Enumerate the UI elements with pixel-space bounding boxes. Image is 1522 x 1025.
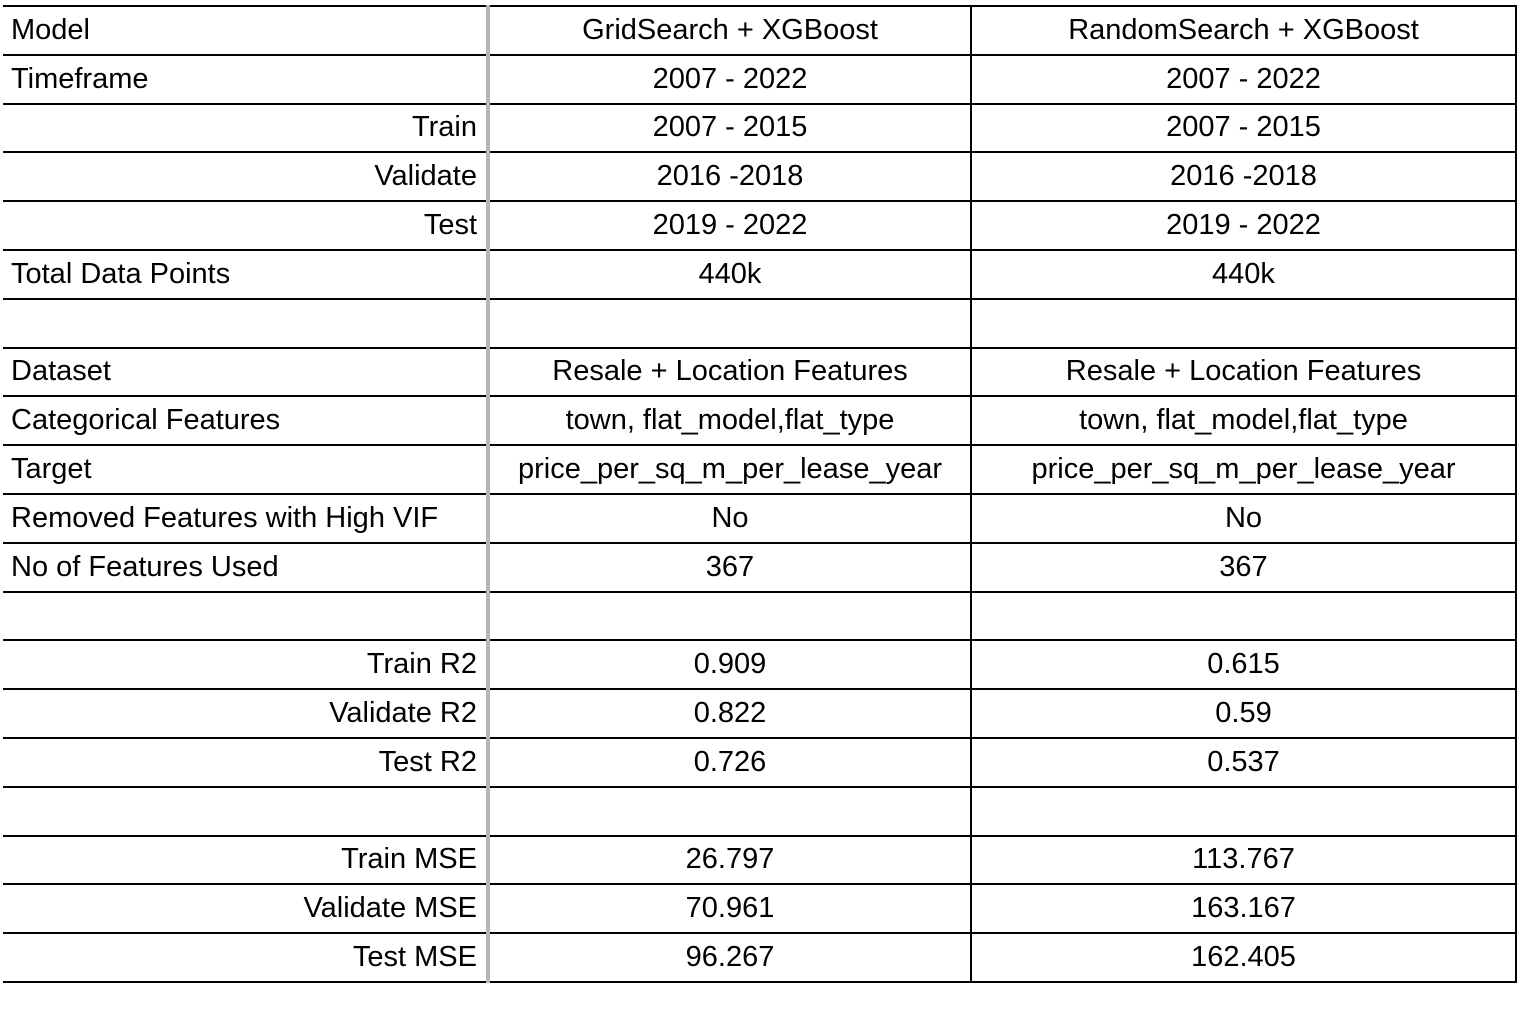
table-row-validate-mse: Validate MSE 70.961 163.167 [3,883,1517,935]
row-label-cell[interactable]: Model [3,5,490,56]
row-label-cell[interactable]: Timeframe [3,53,490,105]
row-label-cell[interactable]: Removed Features with High VIF [3,492,490,544]
randomsearch-value-cell[interactable]: 0.615 [971,639,1517,691]
table-row-validate-r2: Validate R2 0.822 0.59 [3,688,1517,739]
randomsearch-value-cell[interactable]: 163.167 [971,883,1517,935]
randomsearch-value-cell[interactable]: No [971,492,1517,544]
gridsearch-value-cell[interactable] [487,785,972,837]
randomsearch-value-cell[interactable]: 2007 - 2015 [971,102,1517,154]
gridsearch-value-cell[interactable]: 440k [487,248,972,300]
row-label-cell[interactable]: No of Features Used [3,541,490,593]
table-row-spacer [3,590,1517,642]
gridsearch-value-cell[interactable]: 0.822 [487,688,972,739]
randomsearch-value-cell[interactable] [971,297,1517,349]
row-label-cell[interactable]: Validate [3,151,490,203]
randomsearch-value-cell[interactable]: price_per_sq_m_per_lease_year [971,444,1517,495]
row-label-cell[interactable]: Train R2 [3,639,490,691]
gridsearch-value-cell[interactable]: 0.909 [487,639,972,691]
row-label-cell[interactable] [3,590,490,642]
randomsearch-value-cell[interactable]: Resale + Location Features [971,346,1517,398]
gridsearch-value-cell[interactable]: price_per_sq_m_per_lease_year [487,444,972,495]
gridsearch-value-cell[interactable]: Resale + Location Features [487,346,972,398]
gridsearch-value-cell[interactable]: 2007 - 2015 [487,102,972,154]
gridsearch-value-cell[interactable]: 2016 -2018 [487,151,972,203]
table-row-no-of-features-used: No of Features Used 367 367 [3,541,1517,593]
randomsearch-value-cell[interactable]: 0.537 [971,736,1517,788]
randomsearch-value-cell[interactable]: 440k [971,248,1517,300]
randomsearch-value-cell[interactable] [971,785,1517,837]
gridsearch-value-cell[interactable]: town, flat_model,flat_type [487,395,972,447]
gridsearch-value-cell[interactable]: No [487,492,972,544]
table-row-spacer [3,785,1517,837]
gridsearch-value-cell[interactable]: 2007 - 2022 [487,53,972,105]
gridsearch-value-cell[interactable]: 2019 - 2022 [487,200,972,251]
randomsearch-value-cell[interactable]: 367 [971,541,1517,593]
randomsearch-value-cell[interactable]: 113.767 [971,834,1517,886]
gridsearch-value-cell[interactable]: 70.961 [487,883,972,935]
table-row-model: Model GridSearch + XGBoost RandomSearch + … [3,5,1517,56]
table-row-test: Test 2019 - 2022 2019 - 2022 [3,200,1517,251]
table-row-spacer [3,297,1517,349]
gridsearch-value-cell[interactable]: 96.267 [487,932,972,983]
table-row-test-r2: Test R2 0.726 0.537 [3,736,1517,788]
table-row-removed-features-with-high-vif: Removed Features with High VIF No No [3,492,1517,544]
row-label-cell[interactable] [3,785,490,837]
gridsearch-value-cell[interactable]: 26.797 [487,834,972,886]
gridsearch-value-cell[interactable]: 367 [487,541,972,593]
randomsearch-value-cell[interactable]: town, flat_model,flat_type [971,395,1517,447]
table-row-train-mse: Train MSE 26.797 113.767 [3,834,1517,886]
gridsearch-value-cell[interactable]: 0.726 [487,736,972,788]
gridsearch-value-cell[interactable] [487,590,972,642]
row-label-cell[interactable]: Target [3,444,490,495]
randomsearch-value-cell[interactable]: 2019 - 2022 [971,200,1517,251]
table-row-categorical-features: Categorical Features town, flat_model,fla… [3,395,1517,447]
table-body: Model GridSearch + XGBoost RandomSearch + … [3,5,1517,983]
row-label-cell[interactable]: Train MSE [3,834,490,886]
randomsearch-value-cell[interactable]: RandomSearch + XGBoost [971,5,1517,56]
gridsearch-value-cell[interactable] [487,297,972,349]
table-row-validate: Validate 2016 -2018 2016 -2018 [3,151,1517,203]
gridsearch-value-cell[interactable]: GridSearch + XGBoost [487,5,972,56]
row-label-cell[interactable]: Dataset [3,346,490,398]
randomsearch-value-cell[interactable]: 162.405 [971,932,1517,983]
row-label-cell[interactable]: Test [3,200,490,251]
row-label-cell[interactable]: Total Data Points [3,248,490,300]
row-label-cell[interactable]: Test R2 [3,736,490,788]
table-row-target: Target price_per_sq_m_per_lease_year price… [3,444,1517,495]
row-label-cell[interactable] [3,297,490,349]
row-label-cell[interactable]: Train [3,102,490,154]
model-comparison-table: Model GridSearch + XGBoost RandomSearch + … [3,5,1517,983]
randomsearch-value-cell[interactable] [971,590,1517,642]
row-label-cell[interactable]: Validate R2 [3,688,490,739]
table-row-total-data-points: Total Data Points 440k 440k [3,248,1517,300]
table-row-train-r2: Train R2 0.909 0.615 [3,639,1517,691]
randomsearch-value-cell[interactable]: 0.59 [971,688,1517,739]
randomsearch-value-cell[interactable]: 2016 -2018 [971,151,1517,203]
table-row-dataset: Dataset Resale + Location Features Resale … [3,346,1517,398]
row-label-cell[interactable]: Validate MSE [3,883,490,935]
row-label-cell[interactable]: Test MSE [3,932,490,983]
table-row-train: Train 2007 - 2015 2007 - 2015 [3,102,1517,154]
table-row-timeframe: Timeframe 2007 - 2022 2007 - 2022 [3,53,1517,105]
table-row-test-mse: Test MSE 96.267 162.405 [3,932,1517,983]
row-label-cell[interactable]: Categorical Features [3,395,490,447]
randomsearch-value-cell[interactable]: 2007 - 2022 [971,53,1517,105]
